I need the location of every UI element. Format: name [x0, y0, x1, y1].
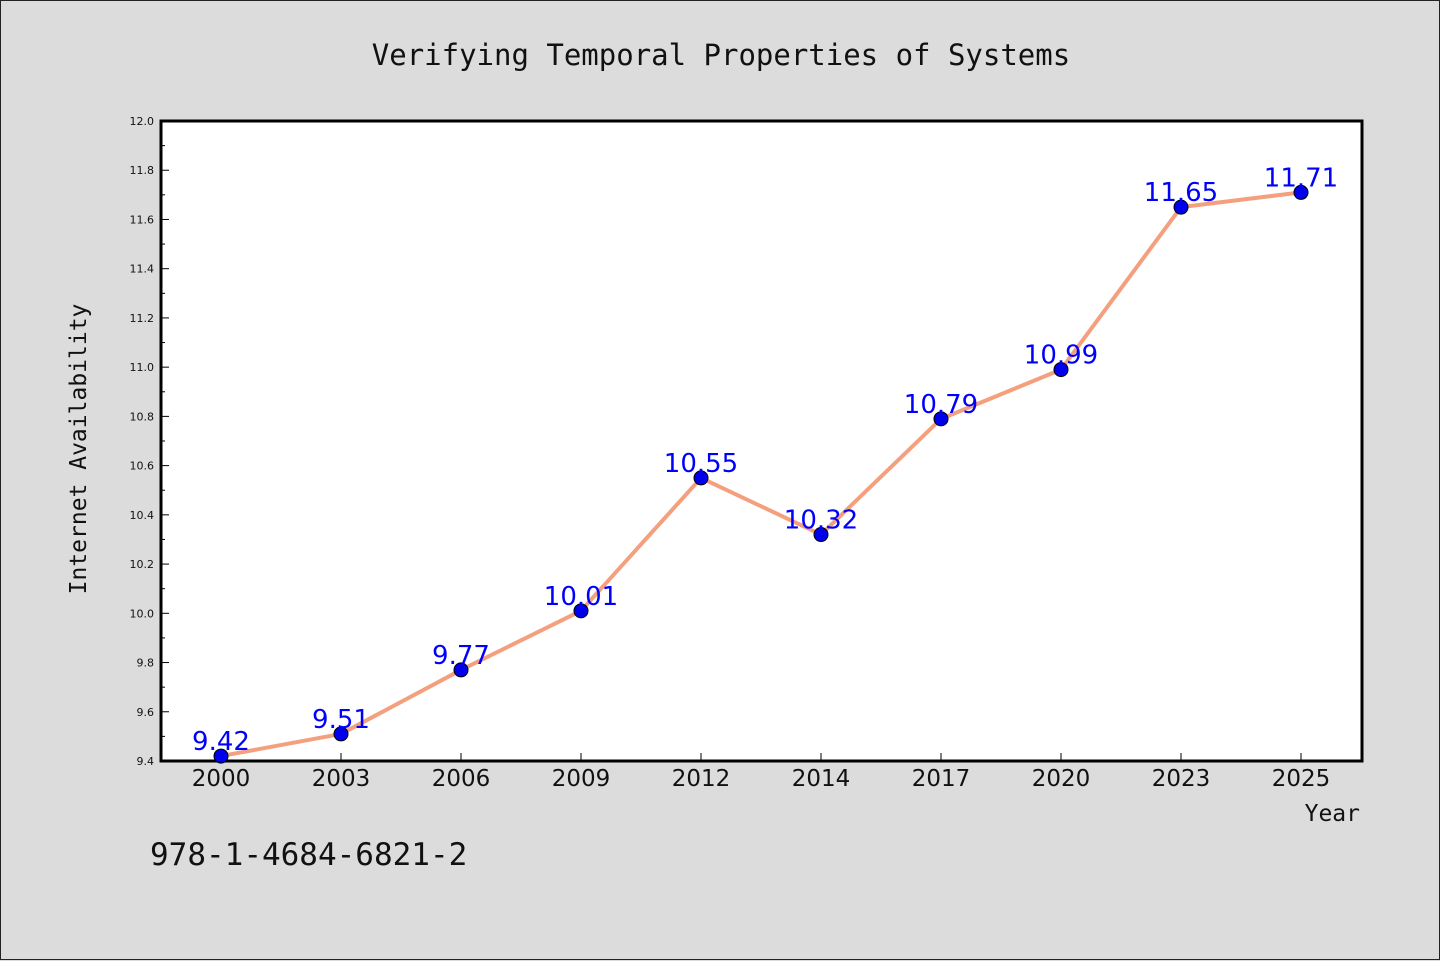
data-point [333, 726, 349, 742]
data-label: 10.01 [544, 582, 618, 612]
data-point [1173, 199, 1189, 215]
y-tick-label: 11.2 [130, 312, 155, 325]
x-tick-label: 2020 [1032, 766, 1091, 792]
y-tick-label: 10.2 [130, 558, 155, 571]
data-point [213, 748, 229, 764]
y-tick-label: 10.0 [130, 607, 155, 620]
x-tick-label: 2009 [552, 766, 611, 792]
data-point [1053, 362, 1069, 378]
y-tick-label: 9.4 [137, 755, 155, 768]
y-tick-label: 10.4 [130, 509, 155, 522]
isbn-text: 978-1-4684-6821-2 [150, 837, 467, 873]
data-point [693, 470, 709, 486]
y-axis-label: Internet Availability [66, 304, 92, 595]
data-label: 9.51 [312, 705, 370, 735]
data-label: 10.79 [904, 390, 978, 420]
x-tick-label: 2006 [432, 766, 491, 792]
y-axis: 9.4 9.6 9.8 10.0 10.2 10.4 10.6 10.8 11.0 11.2 11.… [130, 115, 169, 768]
y-tick-label: 10.6 [130, 460, 155, 473]
y-tick-label: 9.8 [137, 657, 155, 670]
data-label: 10.55 [664, 449, 738, 479]
data-point [813, 527, 829, 543]
y-tick-label: 11.4 [130, 263, 155, 276]
data-label: 9.77 [432, 641, 490, 671]
series-line [220, 190, 1302, 759]
x-tick-label: 2025 [1272, 766, 1331, 792]
data-label: 10.99 [1024, 341, 1098, 371]
data-label: 11.71 [1264, 163, 1338, 193]
x-tick-label: 2000 [192, 766, 251, 792]
x-axis-label: Year [1305, 801, 1360, 827]
x-tick-label: 2012 [672, 766, 731, 792]
x-tick-label: 2023 [1152, 766, 1211, 792]
y-tick-label: 11.8 [130, 164, 155, 177]
x-axis: 2000 2003 2006 2009 2012 2014 2017 2020 2023 2025 [192, 753, 1331, 792]
y-tick-label: 12.0 [130, 115, 155, 128]
data-point [573, 603, 589, 619]
plot-area [159, 119, 1364, 763]
data-label: 11.65 [1144, 178, 1218, 208]
data-label: 9.42 [192, 727, 250, 757]
y-tick-label: 10.8 [130, 410, 155, 423]
x-tick-label: 2017 [912, 766, 971, 792]
x-tick-label: 2014 [792, 766, 851, 792]
y-tick-label: 9.6 [137, 706, 155, 719]
series-group: 9.42 9.51 9.77 10.01 10.55 10.32 10.79 10.99 11.… [192, 163, 1338, 764]
y-tick-label: 11.0 [130, 361, 155, 374]
y-tick-label: 11.6 [130, 213, 155, 226]
data-label: 10.32 [784, 506, 858, 536]
x-tick-label: 2003 [312, 766, 371, 792]
chart-title: Verifying Temporal Properties of Systems [372, 38, 1070, 72]
data-point [453, 662, 469, 678]
data-point [933, 411, 949, 427]
data-point [1293, 184, 1309, 200]
